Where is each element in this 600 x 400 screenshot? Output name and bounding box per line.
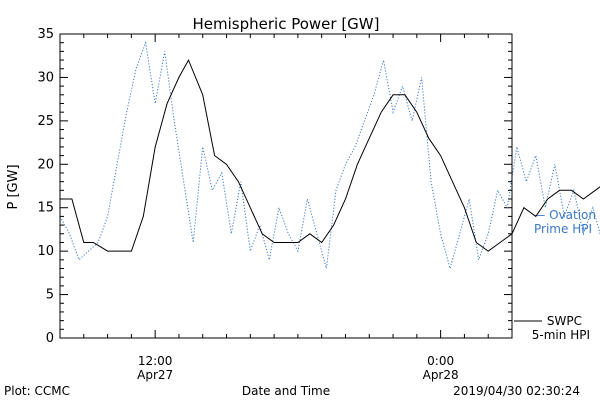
y-tick-label: 15 xyxy=(37,201,54,216)
y-tick-label: 35 xyxy=(37,27,54,42)
x-tick-time-label: 0:00 xyxy=(427,354,454,368)
plot-area-frame xyxy=(59,33,513,339)
y-tick-label: 30 xyxy=(37,70,54,85)
plot-source-label: Plot: CCMC xyxy=(4,384,70,398)
y-tick-label: 20 xyxy=(37,157,54,172)
legend-ovation-line1: — Ovation xyxy=(533,208,596,222)
y-tick-label: 10 xyxy=(37,244,54,259)
x-axis-label: Date and Time xyxy=(242,384,330,398)
legend-swpc-line2: 5-min HPI xyxy=(532,328,590,342)
x-tick-time-label: 12:00 xyxy=(138,354,173,368)
x-tick-date-label: Apr27 xyxy=(137,368,173,382)
y-tick-label: 5 xyxy=(46,288,54,303)
y-axis-label: P [GW] xyxy=(6,164,21,209)
series-ovation-prime-hpi-line xyxy=(59,40,600,271)
y-tick-label: 25 xyxy=(37,114,54,129)
legend-swpc-line1: SWPC xyxy=(547,314,582,328)
timestamp-label: 2019/04/30 02:30:24 xyxy=(453,384,580,398)
x-tick-date-label: Apr28 xyxy=(423,368,459,382)
chart-title: Hemispheric Power [GW] xyxy=(193,15,380,33)
legend-ovation-line2: Prime HPI xyxy=(534,222,592,236)
y-tick-label: 0 xyxy=(46,331,54,346)
series-swpc-5min-hpi-line xyxy=(60,58,600,252)
